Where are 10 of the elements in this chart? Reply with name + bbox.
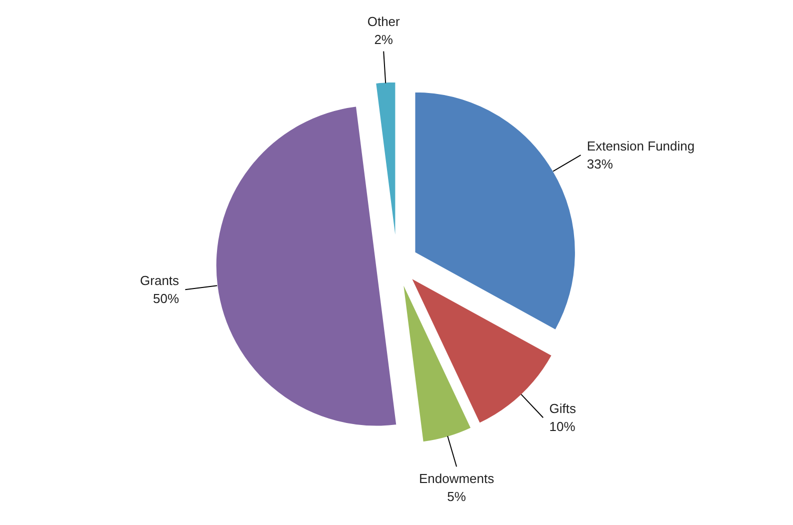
slice-label: Endowments	[418, 470, 495, 486]
data-label: 10%	[549, 419, 576, 434]
data-label: 33%	[586, 156, 614, 172]
slice-label: Extension Funding	[586, 138, 695, 154]
slice-label: Gifts	[549, 401, 577, 416]
data-label: 2%	[374, 32, 394, 48]
data-label: 50%	[153, 291, 180, 306]
slice-label: Other	[367, 14, 401, 30]
slice-label: Grants	[140, 273, 180, 288]
data-label: 5%	[447, 488, 466, 504]
